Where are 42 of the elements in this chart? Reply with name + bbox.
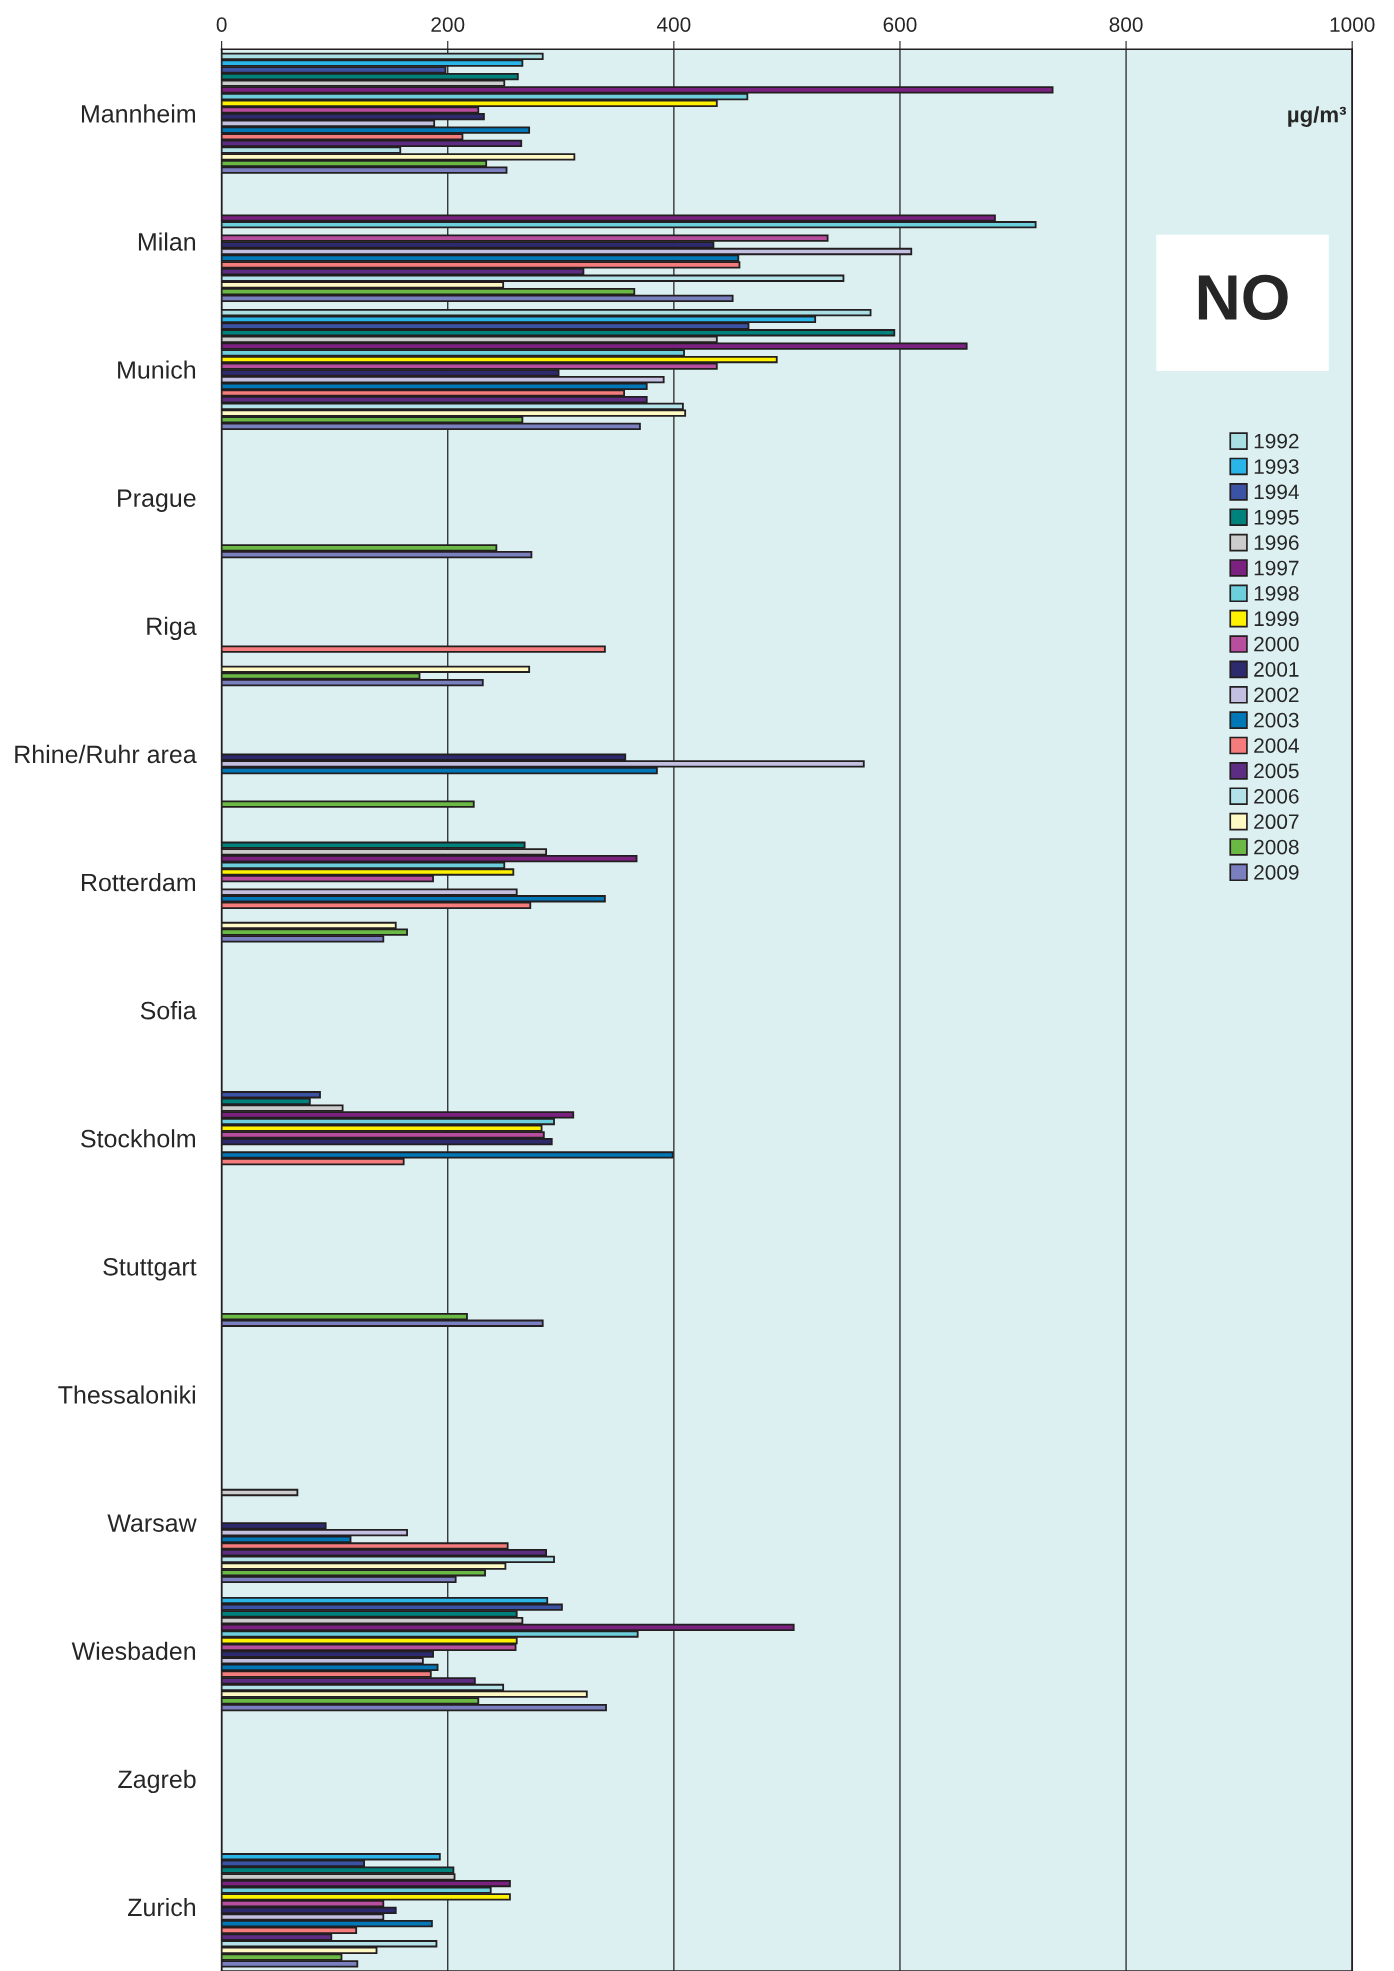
legend-label: 1992 xyxy=(1254,433,1299,449)
legend-label: 1998 xyxy=(1254,586,1299,601)
legend-label: 2005 xyxy=(1254,763,1299,779)
x-tick-label: 800 xyxy=(1109,17,1143,32)
y-tick-label: Milan xyxy=(138,232,196,251)
legend-label: 1995 xyxy=(1254,509,1299,525)
y-tick-label: Sofia xyxy=(140,1001,197,1020)
legend-label: 2008 xyxy=(1254,839,1299,855)
y-tick-label: Warsaw xyxy=(107,1514,197,1532)
y-tick-label: Rhine/Ruhr area xyxy=(15,744,197,764)
x-tick-label: 400 xyxy=(656,17,691,32)
legend-label: 2004 xyxy=(1254,738,1299,753)
y-tick-label: Riga xyxy=(147,616,197,641)
legend-label: 2009 xyxy=(1254,865,1299,880)
x-tick-label: 1000 xyxy=(1330,17,1375,32)
legend-label: 1997 xyxy=(1254,560,1299,576)
legend-label: 1999 xyxy=(1254,611,1299,627)
legend-label: 1996 xyxy=(1254,535,1299,551)
y-tick-label: Stockholm xyxy=(81,1129,195,1148)
y-tick-label: Munich xyxy=(118,360,196,379)
x-axis-title: µg/m³ xyxy=(1288,106,1347,127)
y-tick-label: Zurich xyxy=(127,1897,196,1917)
legend-label: 2000 xyxy=(1254,636,1299,652)
y-tick-label: Wiesbaden xyxy=(71,1641,196,1661)
legend-label: 1993 xyxy=(1254,459,1299,474)
x-tick-label: 600 xyxy=(883,17,917,32)
y-tick-label: Rotterdam xyxy=(81,872,195,892)
legend-label: 1994 xyxy=(1254,484,1299,500)
legend-label: 2007 xyxy=(1254,814,1299,830)
legend-label: 2006 xyxy=(1254,788,1299,804)
x-tick-label: 0 xyxy=(216,17,227,32)
legend-label: 2001 xyxy=(1254,662,1299,677)
text: NO xyxy=(1198,274,1288,321)
y-tick-label: Thessaloniki xyxy=(58,1385,195,1404)
y-tick-label: Stuttgart xyxy=(103,1257,197,1281)
x-tick-label: 200 xyxy=(431,17,465,32)
y-tick-label: Prague xyxy=(118,489,196,512)
legend-label: 2002 xyxy=(1254,687,1299,703)
bar xyxy=(221,1488,299,1497)
y-tick-label: Mannheim xyxy=(81,104,196,123)
legend-label: 2003 xyxy=(1254,712,1299,728)
y-tick-label: Zagreb xyxy=(118,1769,196,1794)
